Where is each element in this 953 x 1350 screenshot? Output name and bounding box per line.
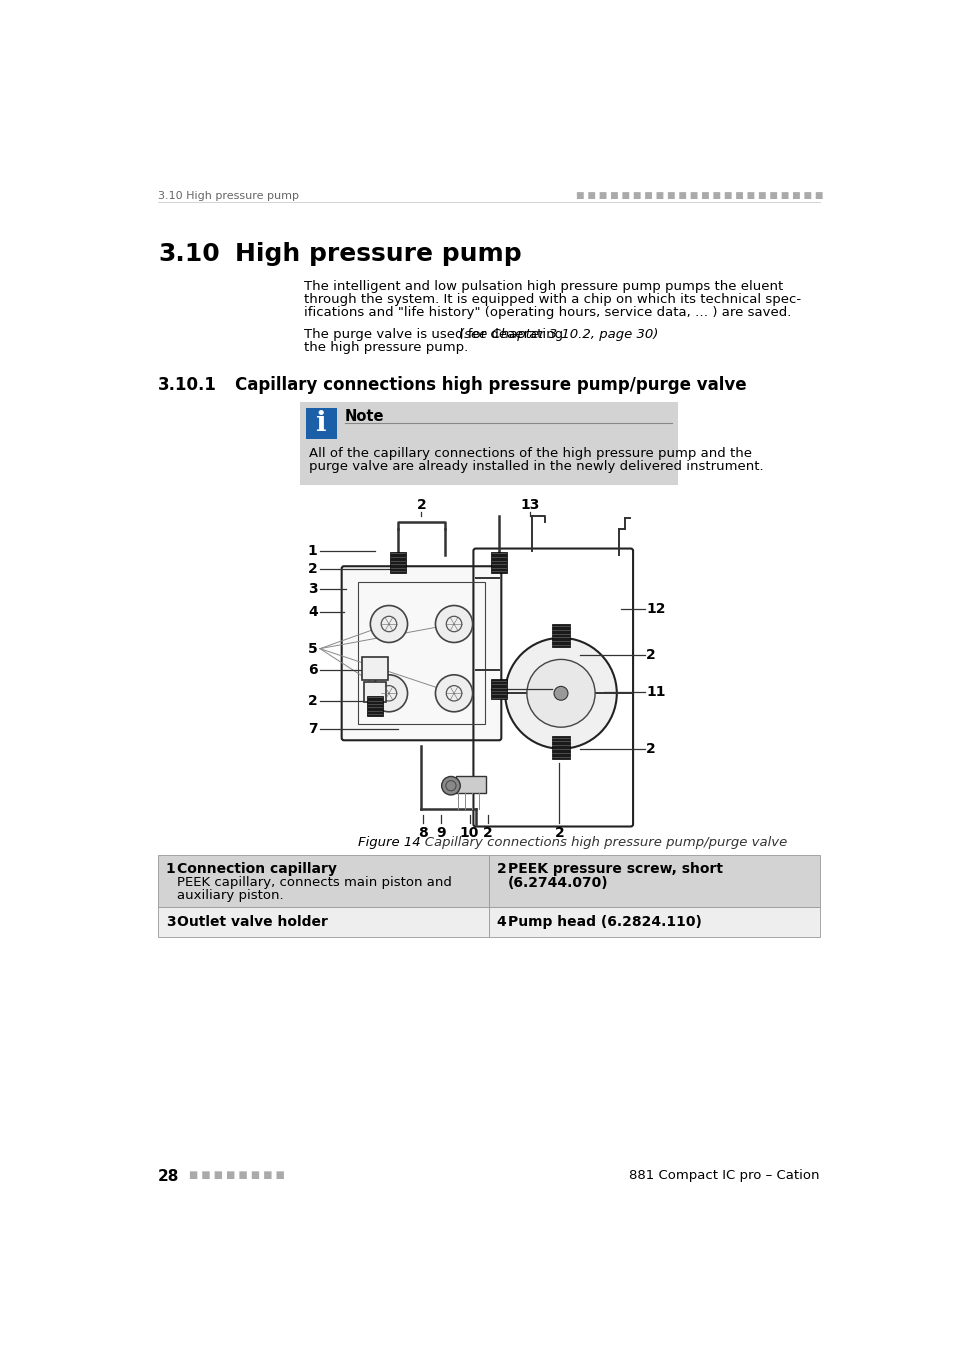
Text: 2: 2 [308,562,317,575]
Text: 881 Compact IC pro – Cation: 881 Compact IC pro – Cation [629,1169,819,1183]
FancyBboxPatch shape [491,552,506,574]
Text: 13: 13 [519,498,539,513]
Text: (6.2744.070): (6.2744.070) [507,876,607,890]
FancyBboxPatch shape [364,682,385,702]
Text: (see Chapter 3.10.2, page 30): (see Chapter 3.10.2, page 30) [459,328,658,340]
Text: 2: 2 [308,694,317,707]
Text: through the system. It is equipped with a chip on which its technical spec-: through the system. It is equipped with … [303,293,800,306]
Circle shape [526,659,595,728]
Text: Connection capillary: Connection capillary [176,861,336,876]
Text: the high pressure pump.: the high pressure pump. [303,340,468,354]
Text: 28: 28 [158,1169,179,1184]
FancyBboxPatch shape [390,552,406,574]
Text: 2: 2 [645,648,656,662]
Text: 3.10.1: 3.10.1 [158,377,216,394]
Text: 2: 2 [553,683,562,697]
FancyBboxPatch shape [456,776,485,794]
Text: PEEK pressure screw, short: PEEK pressure screw, short [507,861,721,876]
Circle shape [370,606,407,643]
Text: ifications and "life history" (operating hours, service data, … ) are saved.: ifications and "life history" (operating… [303,306,790,319]
Text: High pressure pump: High pressure pump [235,242,521,266]
Text: Figure 14: Figure 14 [357,836,420,849]
Text: Capillary connections high pressure pump/purge valve: Capillary connections high pressure pump… [412,836,786,849]
FancyBboxPatch shape [367,695,382,716]
Text: 1: 1 [308,544,317,558]
FancyBboxPatch shape [488,855,819,907]
Text: 5: 5 [308,641,317,656]
Text: ■ ■ ■ ■ ■ ■ ■ ■: ■ ■ ■ ■ ■ ■ ■ ■ [189,1170,285,1180]
Text: auxiliary piston.: auxiliary piston. [176,888,283,902]
Text: The intelligent and low pulsation high pressure pump pumps the eluent: The intelligent and low pulsation high p… [303,279,782,293]
Text: 8: 8 [417,826,428,840]
Text: 2: 2 [483,826,493,840]
FancyBboxPatch shape [551,624,570,647]
Circle shape [554,686,567,701]
Circle shape [435,675,472,711]
FancyBboxPatch shape [158,907,488,937]
Text: 11: 11 [645,684,665,699]
Text: 2: 2 [554,826,564,840]
Text: Note: Note [344,409,384,424]
FancyBboxPatch shape [158,855,488,907]
Text: i: i [315,410,327,437]
Text: Pump head (6.2824.110): Pump head (6.2824.110) [507,915,700,929]
FancyBboxPatch shape [551,736,570,759]
Text: 2: 2 [497,861,506,876]
Text: The purge valve is used for deaerating: The purge valve is used for deaerating [303,328,566,340]
Text: 10: 10 [459,826,478,840]
Text: 4: 4 [497,915,506,929]
FancyBboxPatch shape [299,402,678,485]
Circle shape [505,637,617,749]
Text: PEEK capillary, connects main piston and: PEEK capillary, connects main piston and [176,876,451,888]
Text: 3.10 High pressure pump: 3.10 High pressure pump [158,192,298,201]
Text: purge valve are already installed in the newly delivered instrument.: purge valve are already installed in the… [309,460,763,472]
FancyBboxPatch shape [488,907,819,937]
Text: 2: 2 [645,741,656,756]
Text: Capillary connections high pressure pump/purge valve: Capillary connections high pressure pump… [235,377,746,394]
FancyBboxPatch shape [491,679,506,699]
Text: 3: 3 [308,582,317,597]
Text: 9: 9 [436,826,445,840]
Circle shape [370,675,407,711]
FancyBboxPatch shape [361,657,388,680]
FancyBboxPatch shape [341,566,500,740]
Text: 2: 2 [416,498,426,513]
Text: 4: 4 [308,605,317,620]
Text: 3.10: 3.10 [158,242,219,266]
Text: 6: 6 [308,663,317,678]
Text: Outlet valve holder: Outlet valve holder [176,915,327,929]
Text: All of the capillary connections of the high pressure pump and the: All of the capillary connections of the … [309,447,751,460]
Text: 3: 3 [166,915,175,929]
FancyBboxPatch shape [306,409,336,439]
Text: ■ ■ ■ ■ ■ ■ ■ ■ ■ ■ ■ ■ ■ ■ ■ ■ ■ ■ ■ ■ ■ ■: ■ ■ ■ ■ ■ ■ ■ ■ ■ ■ ■ ■ ■ ■ ■ ■ ■ ■ ■ ■ … [576,192,823,200]
Text: 1: 1 [166,861,175,876]
Circle shape [435,606,472,643]
Circle shape [441,776,459,795]
Text: 12: 12 [645,602,665,616]
Text: 7: 7 [308,722,317,737]
